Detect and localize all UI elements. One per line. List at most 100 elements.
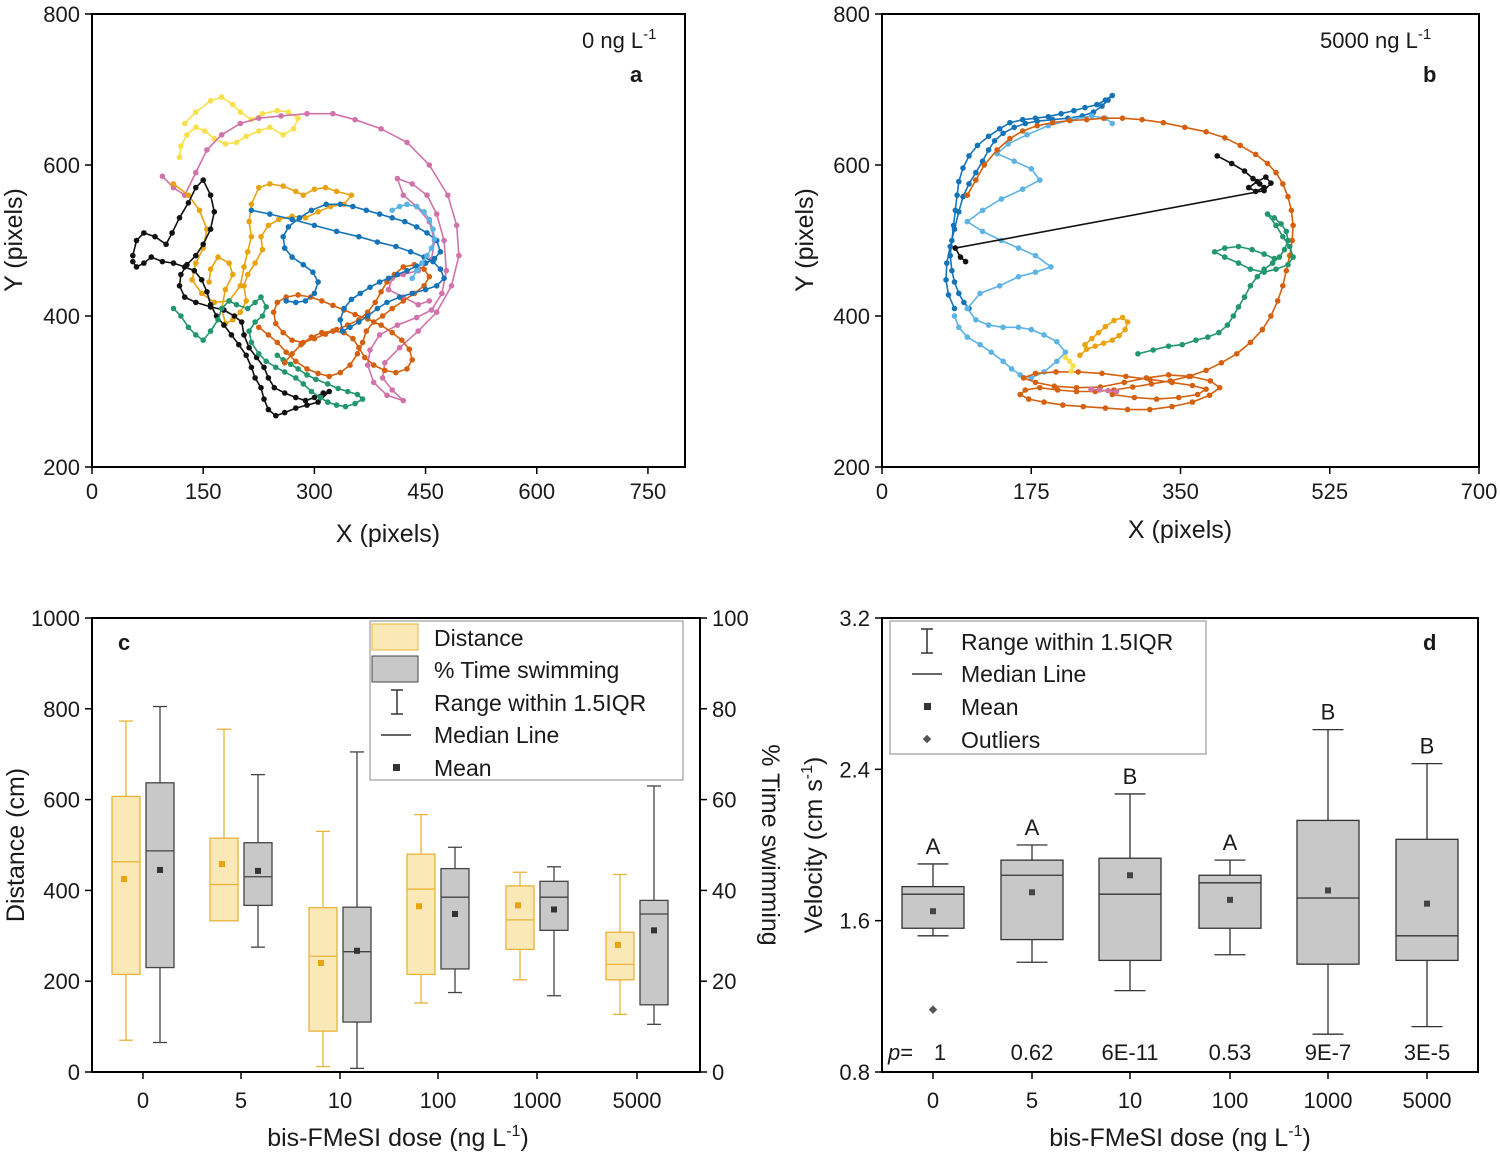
panel-a-track-point xyxy=(315,370,321,377)
panel-a-track-line xyxy=(161,112,460,402)
panel-c-ytick-label: 400 xyxy=(43,878,80,903)
panel-a-track-point xyxy=(178,271,184,278)
panel-b-track-point xyxy=(964,305,971,312)
panel-c-time-box xyxy=(243,842,273,907)
panel-a-track-point xyxy=(295,115,301,121)
panel-a-track-point xyxy=(424,252,430,259)
panel-d-xtick-label: 5000 xyxy=(1403,1088,1452,1113)
panel-a-track-point xyxy=(348,192,355,198)
panel-a-track-point xyxy=(311,290,318,297)
panel-a-track-point xyxy=(241,283,247,289)
panel-a-track-point xyxy=(304,372,310,378)
panel-c-distance-mean xyxy=(121,876,127,883)
panel-a-track-point xyxy=(181,120,188,127)
panel-a-track-point xyxy=(421,266,427,273)
panel-b-track-point xyxy=(1274,298,1281,304)
panel-b-track-point xyxy=(1045,113,1052,120)
panel-a-track-point xyxy=(379,375,386,381)
panel-a-track-point xyxy=(443,267,450,274)
panel-a-track-point xyxy=(230,101,236,108)
panel-a-track-point xyxy=(293,188,299,195)
panel-b-track-point xyxy=(1289,237,1295,244)
panel-a-track-point xyxy=(207,192,214,198)
legend-mean-label: Mean xyxy=(434,755,492,781)
panel-b-track-point xyxy=(1022,387,1029,393)
panel-c-ylabel: Distance (cm) xyxy=(2,768,30,922)
panel-b-track-point xyxy=(1218,360,1225,366)
panel-c-distance-box xyxy=(111,795,141,976)
panel-d-mean xyxy=(1424,900,1430,907)
panel-a-track-point xyxy=(456,252,462,259)
panel-b-track-point xyxy=(1241,294,1248,300)
panel-a-track-point xyxy=(348,296,355,303)
panel-b-track-point xyxy=(1241,168,1248,174)
panel-a-track-point xyxy=(330,328,336,334)
legend-distance-swatch xyxy=(371,623,419,651)
panel-c-xtick-label: 5 xyxy=(235,1088,247,1113)
panel-a-track-point xyxy=(311,394,318,401)
panel-b-track-point xyxy=(944,260,950,266)
panel-a-track-point xyxy=(207,301,214,308)
panel-a-track-point xyxy=(324,399,331,405)
panel-b-track-point xyxy=(1205,334,1211,340)
panel-a-track-point xyxy=(354,391,361,398)
panel-a-track-point xyxy=(200,241,206,248)
panel-b-track-point xyxy=(1276,254,1283,260)
panel-a-track-point xyxy=(255,324,262,331)
panel-b-track-point xyxy=(1058,110,1064,117)
panel-a-track-point xyxy=(300,192,307,198)
panel-c-distance-mean xyxy=(615,941,621,948)
panel-a-track-point xyxy=(289,337,295,344)
panel-b-track-point xyxy=(1032,269,1039,276)
panel-a-track-point xyxy=(265,406,272,413)
panel-a-track-point xyxy=(370,379,377,386)
panel-b-ytick-label: 800 xyxy=(833,2,870,27)
panel-a-track-point xyxy=(259,246,266,253)
panel-b-track-point xyxy=(960,165,966,171)
panel-c-distance-box xyxy=(308,907,338,1032)
panel-a-track-point xyxy=(385,286,392,293)
panel-b-track-point xyxy=(1245,184,1252,191)
panel-b-track-point xyxy=(947,252,953,259)
panel-b-track-point xyxy=(1000,130,1006,137)
panel-c-time-mean xyxy=(255,867,261,874)
panel-a-track-point xyxy=(400,397,407,404)
panel-b-track-point xyxy=(996,283,1003,289)
panel-b-track-point xyxy=(1080,403,1087,410)
panel-b-track-point xyxy=(1131,394,1138,401)
panel-a-track-point xyxy=(422,286,429,293)
panel-a-track-point xyxy=(421,209,427,215)
panel-a-track-point xyxy=(159,173,166,180)
panel-a-track-point xyxy=(259,313,266,319)
panel-b-track-point xyxy=(952,245,959,251)
panel-c-time-box xyxy=(342,906,372,1023)
panel-b-track-point xyxy=(973,317,979,323)
panel-b-track-point xyxy=(1028,166,1035,172)
panel-b-track-point xyxy=(1070,363,1076,369)
panel-a-track-point xyxy=(193,109,199,115)
panel-b-track-point xyxy=(1019,128,1026,134)
legend-distance-label: Distance xyxy=(434,625,523,651)
panel-a-track-point xyxy=(265,332,272,338)
panel-a-track-point xyxy=(407,249,414,255)
panel-b-track-point xyxy=(1005,141,1011,147)
panel-b-track-point xyxy=(1000,324,1006,331)
panel-a-track-point xyxy=(315,209,321,215)
panel-a-track-point xyxy=(191,267,198,274)
panel-c-distance-mean xyxy=(219,861,225,868)
panel-a-track-point xyxy=(244,249,251,255)
panel-a-track-point xyxy=(293,358,299,365)
panel-a-track-point xyxy=(424,230,430,236)
panel-b-track-point xyxy=(998,196,1005,202)
panel-a-track-point xyxy=(308,334,315,340)
panel-b-track-point xyxy=(1109,337,1116,344)
panel-a-track-point xyxy=(193,299,199,306)
panel-a-track-point xyxy=(280,132,287,138)
panel-a-track-point xyxy=(252,299,258,306)
panel-a-track-point xyxy=(237,309,244,316)
panel-c-xtick-label: 100 xyxy=(420,1088,457,1113)
panel-a-track-point xyxy=(433,283,440,289)
panel-c-legend-frame xyxy=(369,620,684,781)
panel-b-track-point xyxy=(1203,386,1209,393)
panel-a-track-point xyxy=(243,133,249,140)
